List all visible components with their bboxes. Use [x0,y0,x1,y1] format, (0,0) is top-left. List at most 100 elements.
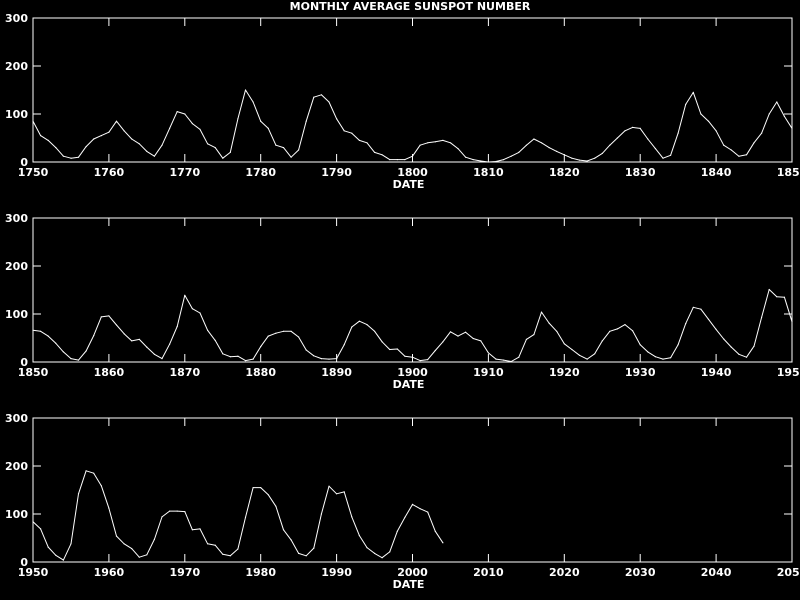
data-point [632,330,634,332]
data-point [305,349,307,351]
data-point [548,322,550,324]
data-point [358,535,360,537]
x-tick-label: 2000 [397,566,428,579]
data-point [647,351,649,353]
data-point [715,328,717,330]
y-tick-label: 300 [5,412,28,425]
data-point [275,144,277,146]
data-point [381,154,383,156]
data-point [563,154,565,156]
data-point [252,358,254,360]
x-tick-label: 1820 [549,166,580,179]
data-point [677,132,679,134]
data-point [70,543,72,545]
data-point [214,339,216,341]
data-point [229,356,231,358]
data-point [503,359,505,361]
data-point [351,326,353,328]
data-point [753,345,755,347]
x-tick-label: 2040 [701,566,732,579]
data-point [115,324,118,326]
data-point [123,130,125,132]
data-point [723,338,725,340]
data-point [138,556,140,558]
data-point [55,342,57,344]
data-point [670,154,672,156]
data-point [753,142,755,144]
data-point [343,491,345,493]
data-point [305,555,307,557]
chart-panel-3: 1950 1960 1970 1980 1990 2000 2010 2020 2030 2040… [5,412,800,591]
data-point [237,355,239,357]
plot-frame [32,417,793,563]
data-point [624,324,626,326]
x-axis-label: DATE [393,178,425,191]
data-point [609,330,611,332]
data-point [351,516,353,518]
data-point [153,538,155,541]
x-tick-label: 1870 [169,366,200,379]
data-point [465,156,467,158]
data-point [207,543,209,545]
data-point [374,151,376,153]
data-point [336,118,338,120]
data-point [282,147,285,149]
data-point [480,340,482,342]
data-point [93,335,95,337]
data-point [776,101,778,103]
data-point [685,323,687,325]
data-point [411,356,414,358]
data-point [495,358,497,360]
data-point [556,150,558,152]
x-tick-label: 1860 [94,366,125,379]
data-point [692,91,694,93]
data-point [108,507,110,509]
plot-frame [32,217,793,363]
data-point [624,130,626,132]
data-point [594,353,596,355]
data-point [108,131,110,133]
x-tick-label: 1920 [549,366,580,379]
data-point [123,543,125,545]
data-point [222,353,224,355]
chart-panel-1: 1750 1760 1770 1780 1790 1800 1810 1820 1830 1840… [5,12,800,191]
y-tick-label: 300 [5,12,28,25]
data-point [556,330,558,332]
chart-title: MONTHLY AVERAGE SUNSPOT NUMBER [290,0,531,13]
data-point [768,288,770,291]
data-point [601,340,603,342]
data-point [374,330,376,332]
data-point [290,330,292,332]
data-point [586,160,588,162]
data-point [761,132,763,134]
data-point [282,330,285,332]
data-point [237,548,239,550]
data-point [723,144,725,146]
data-point [738,353,740,355]
data-point [282,529,285,531]
data-point [662,358,664,360]
data-point [389,551,391,553]
data-point [647,138,649,140]
data-point [199,312,201,314]
data-point [427,359,429,361]
data-point [336,493,338,495]
data-point [578,354,581,356]
data-point [222,157,224,159]
data-point [495,160,497,163]
data-point [313,355,315,357]
data-point [169,510,171,512]
data-point [40,330,42,332]
data-point [586,358,588,360]
data-point [70,157,72,159]
data-point [70,358,72,360]
y-tick-label: 300 [5,212,28,225]
data-point [260,487,262,489]
data-point [146,150,148,152]
x-tick-label: 1990 [321,566,352,579]
series-line [32,289,793,362]
data-point [131,138,133,140]
data-point [639,127,641,129]
